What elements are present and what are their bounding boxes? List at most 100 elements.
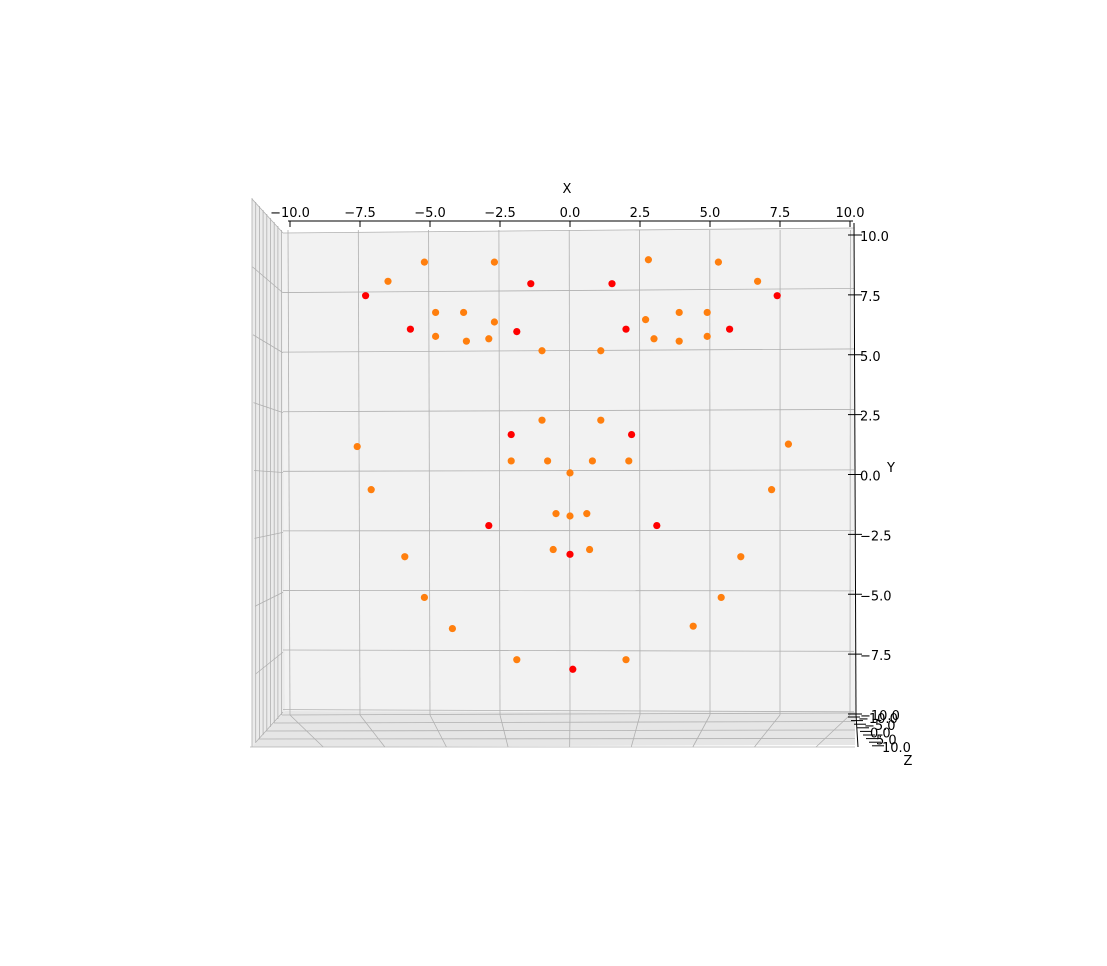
scatter-point-red — [406, 325, 414, 333]
x-axis-label: X — [563, 182, 572, 197]
grid-line-y — [282, 529, 855, 532]
y-axis-label: Y — [886, 461, 895, 476]
scatter-point-orange — [754, 277, 762, 285]
scatter-point-orange — [538, 416, 546, 424]
grid-line-x — [428, 229, 431, 716]
z-axis-ticks: −10.0−5.00.05.010.0 — [848, 712, 911, 756]
scatter-point-orange — [650, 335, 658, 343]
scatter-point-red — [513, 327, 521, 336]
x-tick-label: −5.0 — [414, 206, 446, 221]
x-tick-label: 5.0 — [700, 206, 721, 221]
grid-line-y — [282, 709, 855, 713]
scatter-point-orange — [384, 277, 392, 285]
grid-line-y — [282, 649, 855, 652]
side-grid-line — [255, 711, 284, 743]
y-tick-label: −7.5 — [860, 649, 892, 664]
grid-line-y — [282, 348, 855, 353]
scatter-point-orange — [586, 545, 594, 554]
scatter-point-orange — [490, 258, 498, 266]
grid-line-x — [357, 229, 361, 716]
scatter-point-orange — [460, 308, 468, 317]
scatter-point-orange — [538, 347, 546, 355]
scatter-point-orange — [420, 593, 428, 602]
scatter-point-orange — [768, 486, 776, 494]
floor-depth-line — [281, 712, 856, 716]
scatter-point-orange — [784, 440, 793, 448]
scatter-point-orange — [566, 512, 574, 520]
z-axis-label: Z — [904, 754, 913, 769]
scatter-point-orange — [714, 258, 723, 266]
grid-line-y — [282, 409, 855, 413]
z-tick-label: 10.0 — [882, 741, 911, 756]
scatter-point-orange — [401, 553, 409, 561]
y-tick-label: 7.5 — [860, 290, 881, 305]
scatter-point-orange — [513, 656, 521, 664]
scatter-point-orange — [490, 318, 498, 326]
floor-grid-line — [754, 714, 781, 748]
scatter-point-orange — [353, 442, 361, 451]
floor-depth-line — [273, 721, 856, 724]
side-pane — [252, 198, 285, 747]
grid-line-x — [498, 229, 501, 716]
z-tick-label: −10.0 — [858, 712, 898, 727]
axes-panes — [252, 198, 855, 747]
scatter-point-red — [485, 521, 493, 530]
scatter-point-orange — [675, 337, 683, 345]
scatter-point-red — [569, 665, 577, 673]
floor-grid-line — [630, 714, 641, 748]
y-axis-line — [853, 222, 857, 716]
scatter-point-orange — [583, 510, 591, 518]
scatter-point-orange — [420, 258, 428, 266]
scatter-point-red — [507, 430, 515, 439]
grid-lines — [250, 198, 856, 748]
scatter-point-orange — [588, 457, 597, 465]
scatter-points — [353, 256, 793, 673]
y-tick-label: 0.0 — [860, 470, 881, 485]
scatter-point-orange — [552, 510, 560, 518]
grid-line-y — [282, 288, 855, 293]
scatter-point-orange — [597, 416, 605, 424]
scatter-point-orange — [597, 347, 605, 355]
scatter-point-orange — [675, 308, 683, 317]
scatter-point-orange — [549, 545, 557, 554]
scatter-point-orange — [737, 553, 745, 561]
side-grid-line — [255, 651, 284, 675]
scatter-point-orange — [544, 457, 552, 465]
z-tick-label: 5.0 — [876, 734, 897, 749]
scatter-point-orange — [717, 593, 725, 602]
scatter-point-red — [608, 280, 616, 288]
scatter-point-orange — [485, 335, 493, 343]
scatter-point-orange — [432, 308, 440, 317]
scatter-point-red — [726, 325, 734, 333]
scatter-point-orange — [432, 332, 440, 340]
floor-depth-line — [265, 729, 856, 732]
y-axis-ticks: 10.0 7.5 5.0 2.5 0.0 −2.5 −5.0 −7.5 −10.0 — [848, 230, 900, 724]
grid-line-x — [287, 229, 291, 716]
x-tick-label: −7.5 — [344, 206, 376, 221]
floor-depth-line — [257, 738, 856, 740]
grid-line-x — [639, 229, 641, 716]
z-tick-label: −5.0 — [864, 719, 896, 734]
floor-grid-line — [815, 714, 851, 748]
scatter-point-orange — [566, 469, 574, 477]
floor-pane — [252, 711, 855, 747]
scatter-point-red — [362, 292, 370, 300]
x-tick-label: 2.5 — [630, 206, 651, 221]
x-tick-label: 0.0 — [560, 206, 581, 221]
y-tick-label: −2.5 — [860, 529, 892, 544]
x-tick-label: 7.5 — [770, 206, 791, 221]
scatter-point-orange — [367, 486, 375, 494]
floor-grid-line — [499, 714, 509, 748]
scatter-point-orange — [703, 332, 711, 340]
floor-grid-line — [692, 714, 711, 748]
z-tick-label: 0.0 — [870, 726, 891, 741]
x-tick-label: −10.0 — [270, 206, 310, 221]
scatter-point-red — [566, 550, 574, 558]
scatter-point-orange — [703, 308, 711, 317]
scatter-point-red — [527, 280, 535, 288]
scatter-point-orange — [507, 457, 515, 465]
x-tick-label: 10.0 — [836, 206, 865, 221]
y-tick-label: 10.0 — [860, 230, 889, 245]
scatter-point-red — [773, 292, 781, 300]
